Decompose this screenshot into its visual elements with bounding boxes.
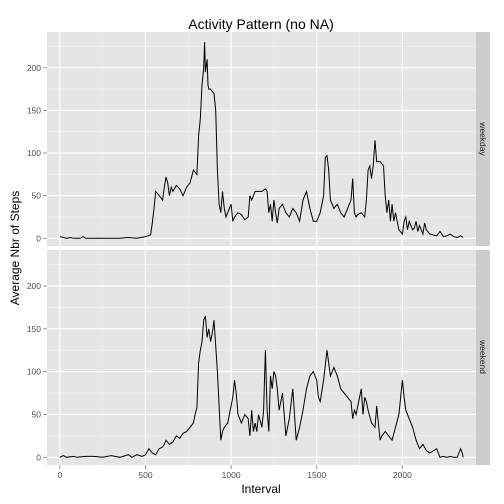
x-ticks: 0 500 1000 1500 2000 xyxy=(57,465,412,480)
y-tick-label: 50 xyxy=(32,409,42,419)
y-tick-label: 50 xyxy=(32,191,42,201)
panel-weekend: 0 50 100 150 200 weekend xyxy=(27,250,490,465)
y-tick-label: 100 xyxy=(27,148,41,158)
facet-strip-weekday xyxy=(476,32,490,246)
facet-label-weekend: weekend xyxy=(478,339,488,374)
x-tick-label: 2000 xyxy=(393,470,412,480)
y-axis-title: Average Nbr of Steps xyxy=(8,191,22,306)
y-tick-label: 150 xyxy=(27,324,41,334)
y-ticks: 0 50 100 150 200 xyxy=(27,281,47,462)
facet-label-weekday: weekday xyxy=(478,121,488,156)
y-tick-label: 200 xyxy=(27,281,41,291)
panel-background xyxy=(47,32,476,246)
y-tick-label: 200 xyxy=(27,63,41,73)
panel-background xyxy=(47,250,476,465)
x-tick-label: 1000 xyxy=(222,470,241,480)
x-tick-label: 500 xyxy=(138,470,152,480)
x-tick-label: 1500 xyxy=(307,470,326,480)
y-tick-label: 0 xyxy=(36,233,41,243)
facet-strip-weekend xyxy=(476,250,490,465)
series-line-weekend xyxy=(59,315,464,458)
chart-title: Activity Pattern (no NA) xyxy=(188,16,334,32)
series-line-weekday xyxy=(59,42,464,239)
x-tick-label: 0 xyxy=(57,470,62,480)
y-ticks: 0 50 100 150 200 xyxy=(27,63,47,243)
grid-lines xyxy=(47,32,476,246)
y-tick-label: 0 xyxy=(36,452,41,462)
x-axis-title: Interval xyxy=(241,482,280,496)
panel-weekday: 0 50 100 150 200 weekday xyxy=(27,32,490,246)
y-tick-label: 100 xyxy=(27,367,41,377)
y-tick-label: 150 xyxy=(27,105,41,115)
